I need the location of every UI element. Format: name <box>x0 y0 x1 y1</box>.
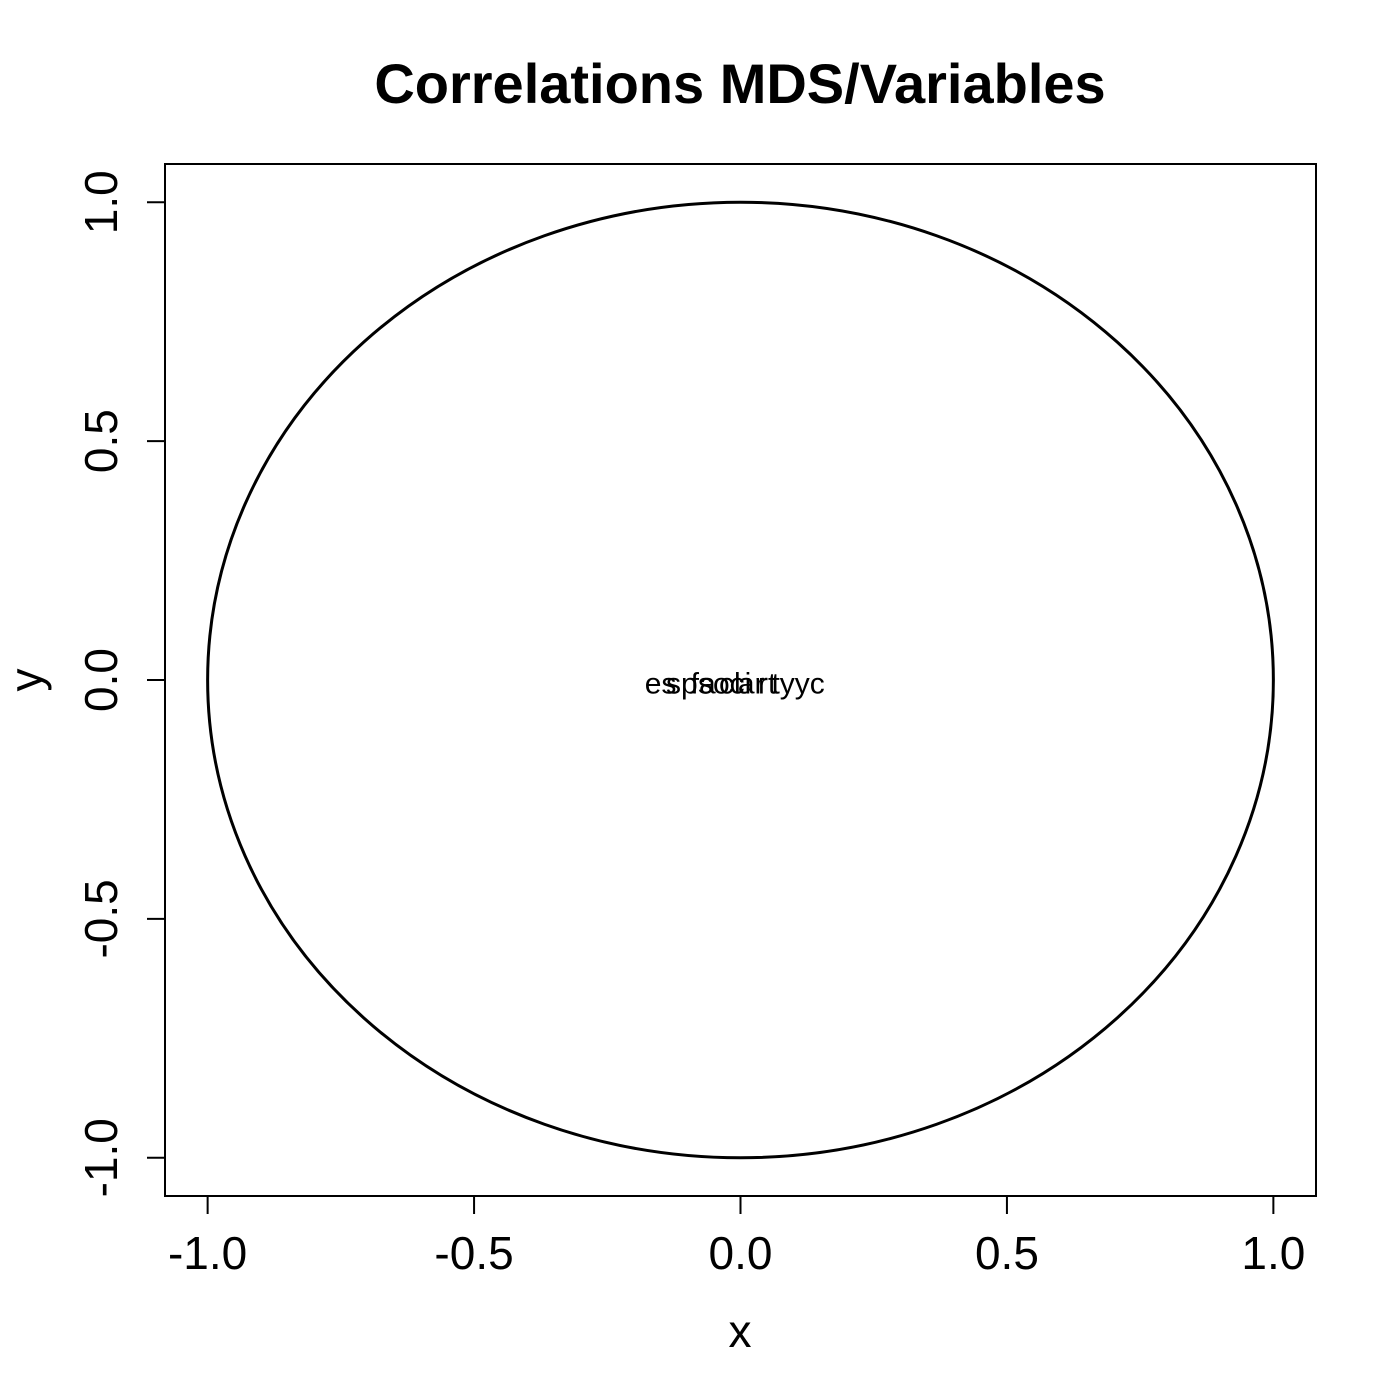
variable-label: es <box>645 667 677 700</box>
variable-label: ci <box>730 667 752 700</box>
y-tick-label: 0.0 <box>75 648 127 712</box>
y-tick-label: 1.0 <box>75 170 127 234</box>
y-tick-label: -0.5 <box>75 879 127 958</box>
variable-label: ty <box>771 667 794 700</box>
y-tick-label: 0.5 <box>75 409 127 473</box>
y-axis: -1.0 -0.5 0.0 0.5 1.0 <box>75 170 166 1197</box>
x-axis: -1.0 -0.5 0.0 0.5 1.0 <box>168 1195 1305 1279</box>
variable-label: rt <box>758 667 777 700</box>
variable-label: sp <box>666 667 698 700</box>
variable-label: cl <box>719 667 741 700</box>
variable-label: so <box>698 667 730 700</box>
x-tick-label: 0.5 <box>975 1227 1039 1279</box>
variable-label: yc <box>795 667 825 700</box>
x-tick-label: -1.0 <box>168 1227 247 1279</box>
variable-label: ar <box>738 667 765 700</box>
unit-circle <box>206 200 1275 1160</box>
x-tick-label: 1.0 <box>1241 1227 1305 1279</box>
variable-label: fa <box>691 667 716 700</box>
chart-title: Correlations MDS/Variables <box>374 52 1105 115</box>
x-tick-label: 0.0 <box>709 1227 773 1279</box>
y-tick-label: -1.0 <box>75 1118 127 1197</box>
x-axis-label: x <box>729 1305 752 1357</box>
x-tick-label: -0.5 <box>434 1227 513 1279</box>
y-axis-label: y <box>0 669 52 692</box>
